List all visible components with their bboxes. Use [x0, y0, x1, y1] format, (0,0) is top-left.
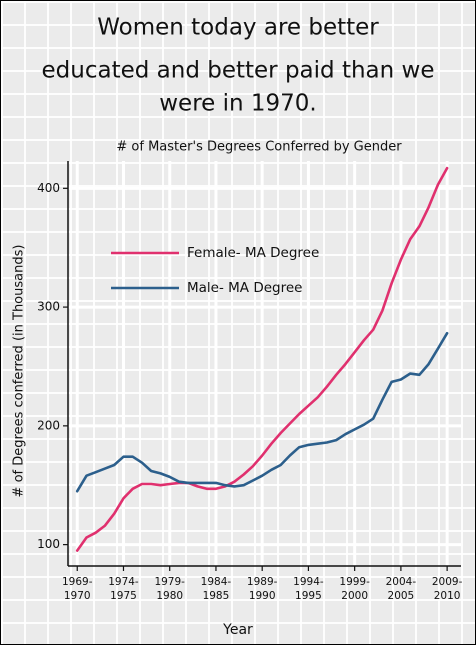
y-tick-label: 300 [37, 300, 60, 314]
x-tick-label: 2009-2010 [431, 576, 463, 602]
y-axis-label: # of Degrees conferred (in Thousands) [12, 245, 27, 498]
chart-title: educated and better paid than we [42, 58, 435, 84]
y-tick-label: 200 [37, 418, 60, 432]
legend-label: Female- MA Degree [187, 245, 319, 261]
x-tick-label: 1984-1985 [200, 576, 232, 602]
line-series [75, 166, 449, 552]
x-tick-label: 2004-2005 [385, 576, 417, 602]
x-tick-label: 1969-1970 [61, 576, 93, 602]
chart-subtitle: # of Master's Degrees Conferred by Gende… [116, 140, 402, 155]
chart-title: were in 1970. [159, 91, 317, 117]
legend-label: Male- MA Degree [187, 280, 302, 296]
x-tick-label: 1989-1990 [246, 576, 278, 602]
x-tick-label: 1999-2000 [339, 576, 370, 602]
x-tick-label: 1974-1975 [108, 576, 139, 602]
chart-title: Women today are better [97, 15, 379, 41]
y-tick-label: 100 [37, 537, 60, 551]
y-tick-label: 400 [37, 181, 60, 195]
x-axis-label: Year [222, 622, 253, 638]
line-series [75, 331, 449, 493]
x-tick-label: 1994-1995 [293, 576, 324, 602]
x-tick-label: 1979-1980 [154, 576, 185, 602]
